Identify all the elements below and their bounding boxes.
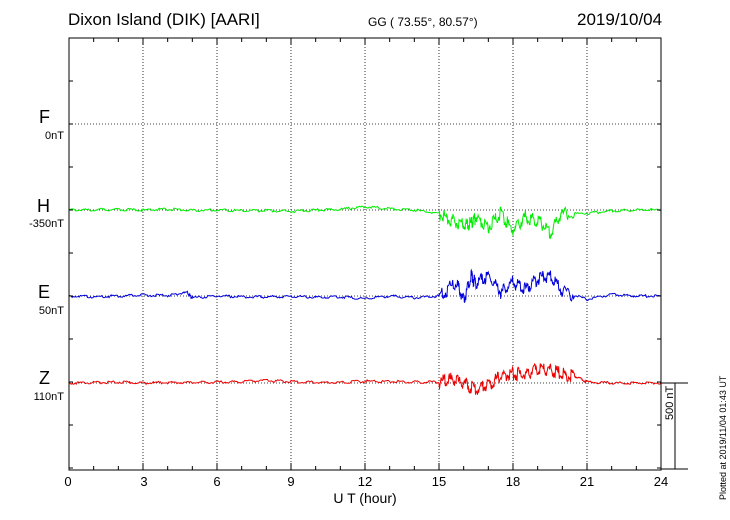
x-tick-label: 3 <box>140 474 148 489</box>
offset-label-h: -350nT <box>29 218 64 230</box>
component-label-z: Z <box>39 368 50 388</box>
component-label-h: H <box>37 196 50 216</box>
x-tick-label: 6 <box>213 474 221 489</box>
x-tick-label: 24 <box>653 474 669 489</box>
station-title: Dixon Island (DIK) [AARI] <box>68 10 260 29</box>
offset-label-e: 50nT <box>38 305 64 317</box>
component-label-e: E <box>37 282 50 302</box>
x-tick-label: 9 <box>287 474 295 489</box>
series-layer <box>68 205 662 395</box>
series-line-h <box>68 205 662 240</box>
tick-marks <box>68 38 662 470</box>
offset-label-f: 0nT <box>45 130 64 142</box>
series-line-z <box>68 362 662 395</box>
component-label-f: F <box>39 107 50 127</box>
x-tick-label: 12 <box>357 474 373 489</box>
offset-label-z: 110nT <box>33 391 64 403</box>
scale-bar <box>661 382 688 470</box>
date-title: 2019/10/04 <box>577 10 663 29</box>
x-tick-label: 15 <box>431 474 447 489</box>
grid-lines <box>69 38 661 470</box>
x-tick-label: 0 <box>64 474 72 489</box>
series-line-e <box>68 268 662 304</box>
station-coordinates: GG ( 73.55°, 80.57°) <box>368 15 478 29</box>
x-tick-label: 21 <box>579 474 595 489</box>
x-tick-label: 18 <box>505 474 521 489</box>
x-axis-label: U T (hour) <box>333 490 397 506</box>
